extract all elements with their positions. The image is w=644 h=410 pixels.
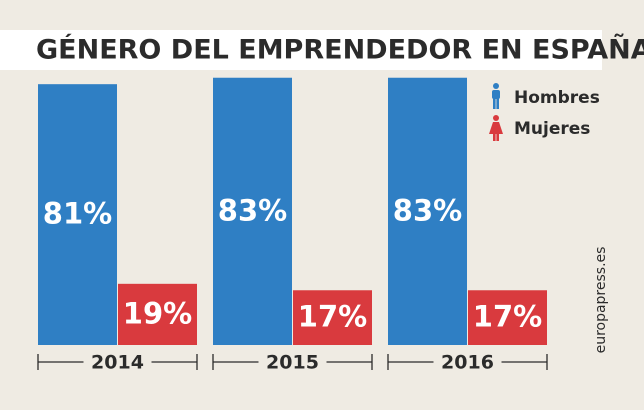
legend-icon-women xyxy=(489,115,503,141)
value-label: 83% xyxy=(218,193,287,227)
bar xyxy=(118,283,197,345)
watermark: europapress.es xyxy=(593,247,609,354)
value-label: 17% xyxy=(298,300,367,334)
chart-title: GÉNERO DEL EMPRENDEDOR EN ESPAÑA xyxy=(36,34,644,66)
bar xyxy=(293,290,372,345)
title-banner xyxy=(0,30,602,70)
category-label-bg xyxy=(433,350,502,374)
legend: Hombres Mujeres xyxy=(489,83,600,141)
legend-label: Hombres xyxy=(514,88,600,108)
bar xyxy=(213,77,292,346)
value-label: 83% xyxy=(393,193,462,227)
legend-icon-men xyxy=(492,83,500,109)
value-label: 19% xyxy=(123,296,192,330)
bar xyxy=(38,84,117,346)
x-tick-label: 2015 xyxy=(266,352,319,374)
bar xyxy=(468,290,547,345)
category-label-bg xyxy=(258,350,327,374)
x-tick-label: 2014 xyxy=(91,352,144,374)
bar xyxy=(388,77,467,346)
value-label: 17% xyxy=(473,300,542,334)
category-label-bg xyxy=(83,350,152,374)
legend-label: Mujeres xyxy=(514,119,590,139)
value-label: 81% xyxy=(43,197,112,231)
x-tick-label: 2016 xyxy=(441,352,494,374)
